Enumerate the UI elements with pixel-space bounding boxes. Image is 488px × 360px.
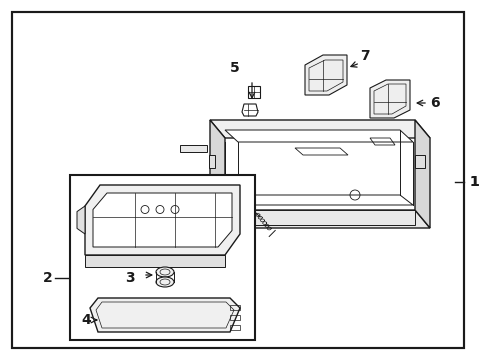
Ellipse shape — [156, 267, 174, 277]
Polygon shape — [208, 155, 215, 168]
Text: 3: 3 — [125, 271, 135, 285]
Text: 6: 6 — [429, 96, 439, 110]
Polygon shape — [209, 120, 224, 228]
Text: 5: 5 — [230, 61, 240, 75]
Polygon shape — [305, 55, 346, 95]
Polygon shape — [414, 155, 424, 168]
Bar — [70, 175, 254, 340]
Text: 7: 7 — [360, 49, 369, 63]
Polygon shape — [209, 210, 414, 225]
Ellipse shape — [156, 277, 174, 287]
Text: 4: 4 — [81, 313, 91, 327]
Polygon shape — [90, 298, 240, 332]
Polygon shape — [180, 145, 206, 152]
Polygon shape — [85, 185, 240, 255]
Polygon shape — [85, 255, 224, 267]
Text: 1: 1 — [468, 175, 478, 189]
Polygon shape — [224, 130, 412, 142]
Bar — [229, 325, 240, 330]
Text: 2: 2 — [43, 271, 53, 285]
Bar — [229, 315, 240, 320]
Polygon shape — [209, 120, 429, 138]
Bar — [229, 305, 240, 310]
Polygon shape — [93, 193, 231, 247]
Polygon shape — [208, 175, 215, 188]
Polygon shape — [209, 210, 429, 228]
Polygon shape — [414, 120, 429, 228]
Polygon shape — [369, 80, 409, 118]
Polygon shape — [77, 206, 85, 234]
Text: 1: 1 — [468, 175, 478, 189]
